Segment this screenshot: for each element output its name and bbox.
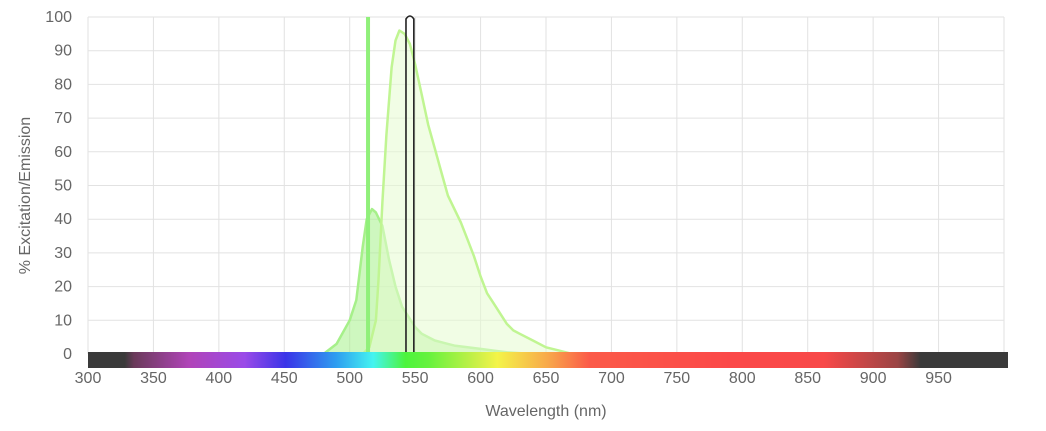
y-tick-label: 60 [54,144,72,161]
grid-lines [87,16,1005,355]
wavelength-spectrum-bar [88,352,1008,368]
y-tick-label: 80 [54,76,72,93]
series-layer [322,29,574,356]
x-tick-label: 400 [206,370,233,387]
y-tick-label: 90 [54,43,72,60]
x-tick-label: 800 [729,370,756,387]
x-tick-label: 900 [860,370,887,387]
y-tick-label: 10 [54,312,72,329]
y-tick-label: 40 [54,211,72,228]
emission-filter-band [405,15,415,354]
y-axis-title: % Excitation/Emission [17,117,34,274]
x-tick-label: 450 [271,370,298,387]
y-tick-label: 20 [54,279,72,296]
x-tick-label: 950 [925,370,952,387]
x-axis-title: Wavelength (nm) [485,403,606,420]
x-tick-label: 500 [336,370,363,387]
x-tick-label: 600 [467,370,494,387]
y-tick-label: 30 [54,245,72,262]
x-tick-label: 350 [140,370,167,387]
y-tick-label: 100 [45,9,72,26]
marker-layer [366,15,415,354]
y-tick-label: 0 [63,346,72,363]
emission-spectrum-area [361,29,574,356]
x-tick-label: 850 [794,370,821,387]
x-tick-label: 750 [664,370,691,387]
x-tick-label: 550 [402,370,429,387]
y-tick-label: 70 [54,110,72,127]
y-tick-label: 50 [54,178,72,195]
x-tick-label: 700 [598,370,625,387]
x-tick-label: 300 [75,370,102,387]
tick-labels: 0 10 20 30 40 50 60 70 80 90 100 300 350 400 450 500 550… [45,9,952,387]
x-tick-label: 650 [533,370,560,387]
